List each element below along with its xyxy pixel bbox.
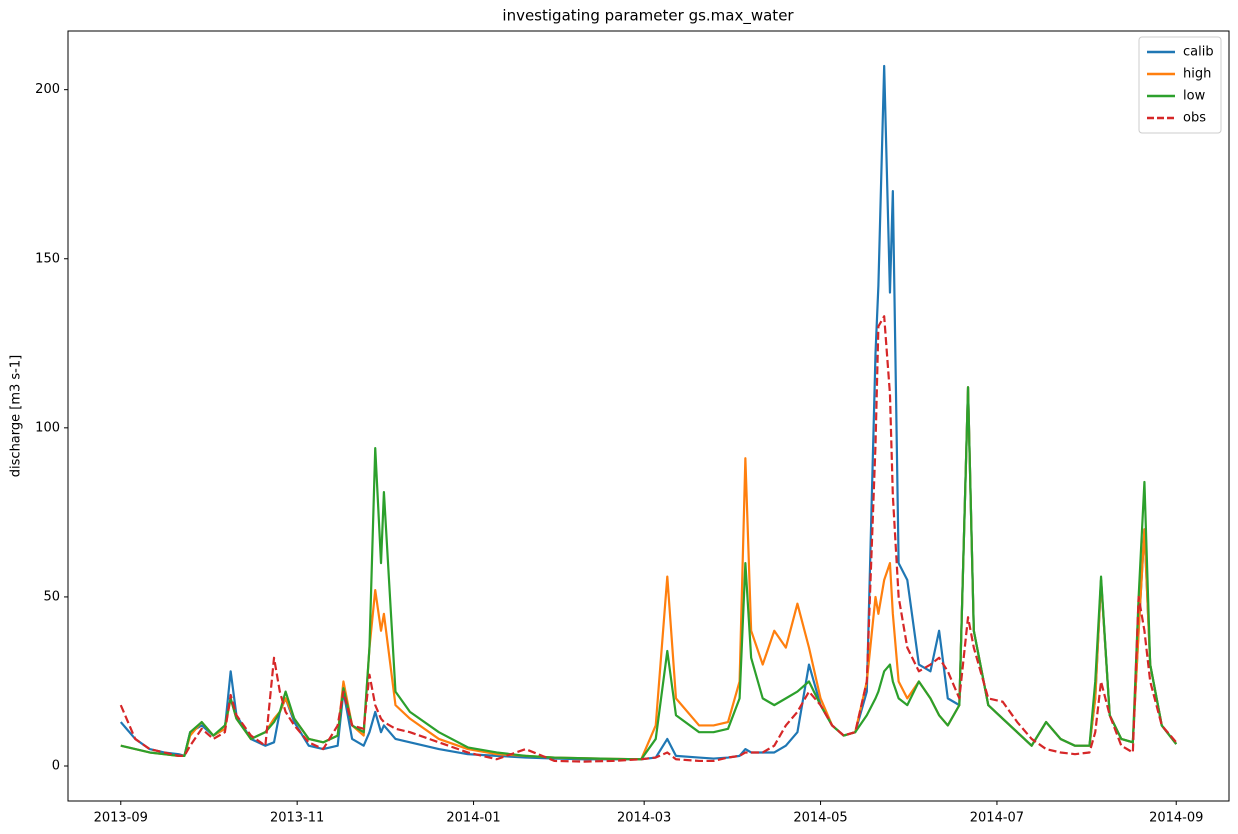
- y-tick-label: 150: [35, 251, 60, 266]
- y-tick-label: 0: [52, 759, 60, 774]
- x-tick-label: 2014-03: [617, 811, 671, 826]
- series-line: [120, 386, 1178, 761]
- x-tick-label: 2014-05: [793, 811, 847, 826]
- legend-label: obs: [1183, 111, 1206, 126]
- x-tick-label: 2014-07: [970, 811, 1024, 826]
- series-line: [120, 386, 1178, 761]
- legend-label: high: [1183, 67, 1211, 82]
- chart-title: investigating parameter gs.max_water: [502, 7, 794, 26]
- x-tick-label: 2013-11: [270, 811, 324, 826]
- y-axis-label: discharge [m3 s-1]: [9, 355, 24, 477]
- x-tick-label: 2014-09: [1149, 811, 1203, 826]
- x-tick-label: 2014-01: [446, 811, 500, 826]
- x-tick-label: 2013-09: [94, 811, 148, 826]
- series-line: [119, 315, 1178, 763]
- y-tick-label: 100: [35, 420, 60, 435]
- series-line: [119, 64, 1178, 761]
- legend-box: [1138, 36, 1222, 134]
- y-tick-label: 50: [43, 589, 60, 604]
- legend-label: calib: [1183, 45, 1214, 60]
- plot-frame: [67, 30, 1230, 802]
- y-tick-label: 200: [35, 82, 60, 97]
- legend-label: low: [1183, 89, 1206, 104]
